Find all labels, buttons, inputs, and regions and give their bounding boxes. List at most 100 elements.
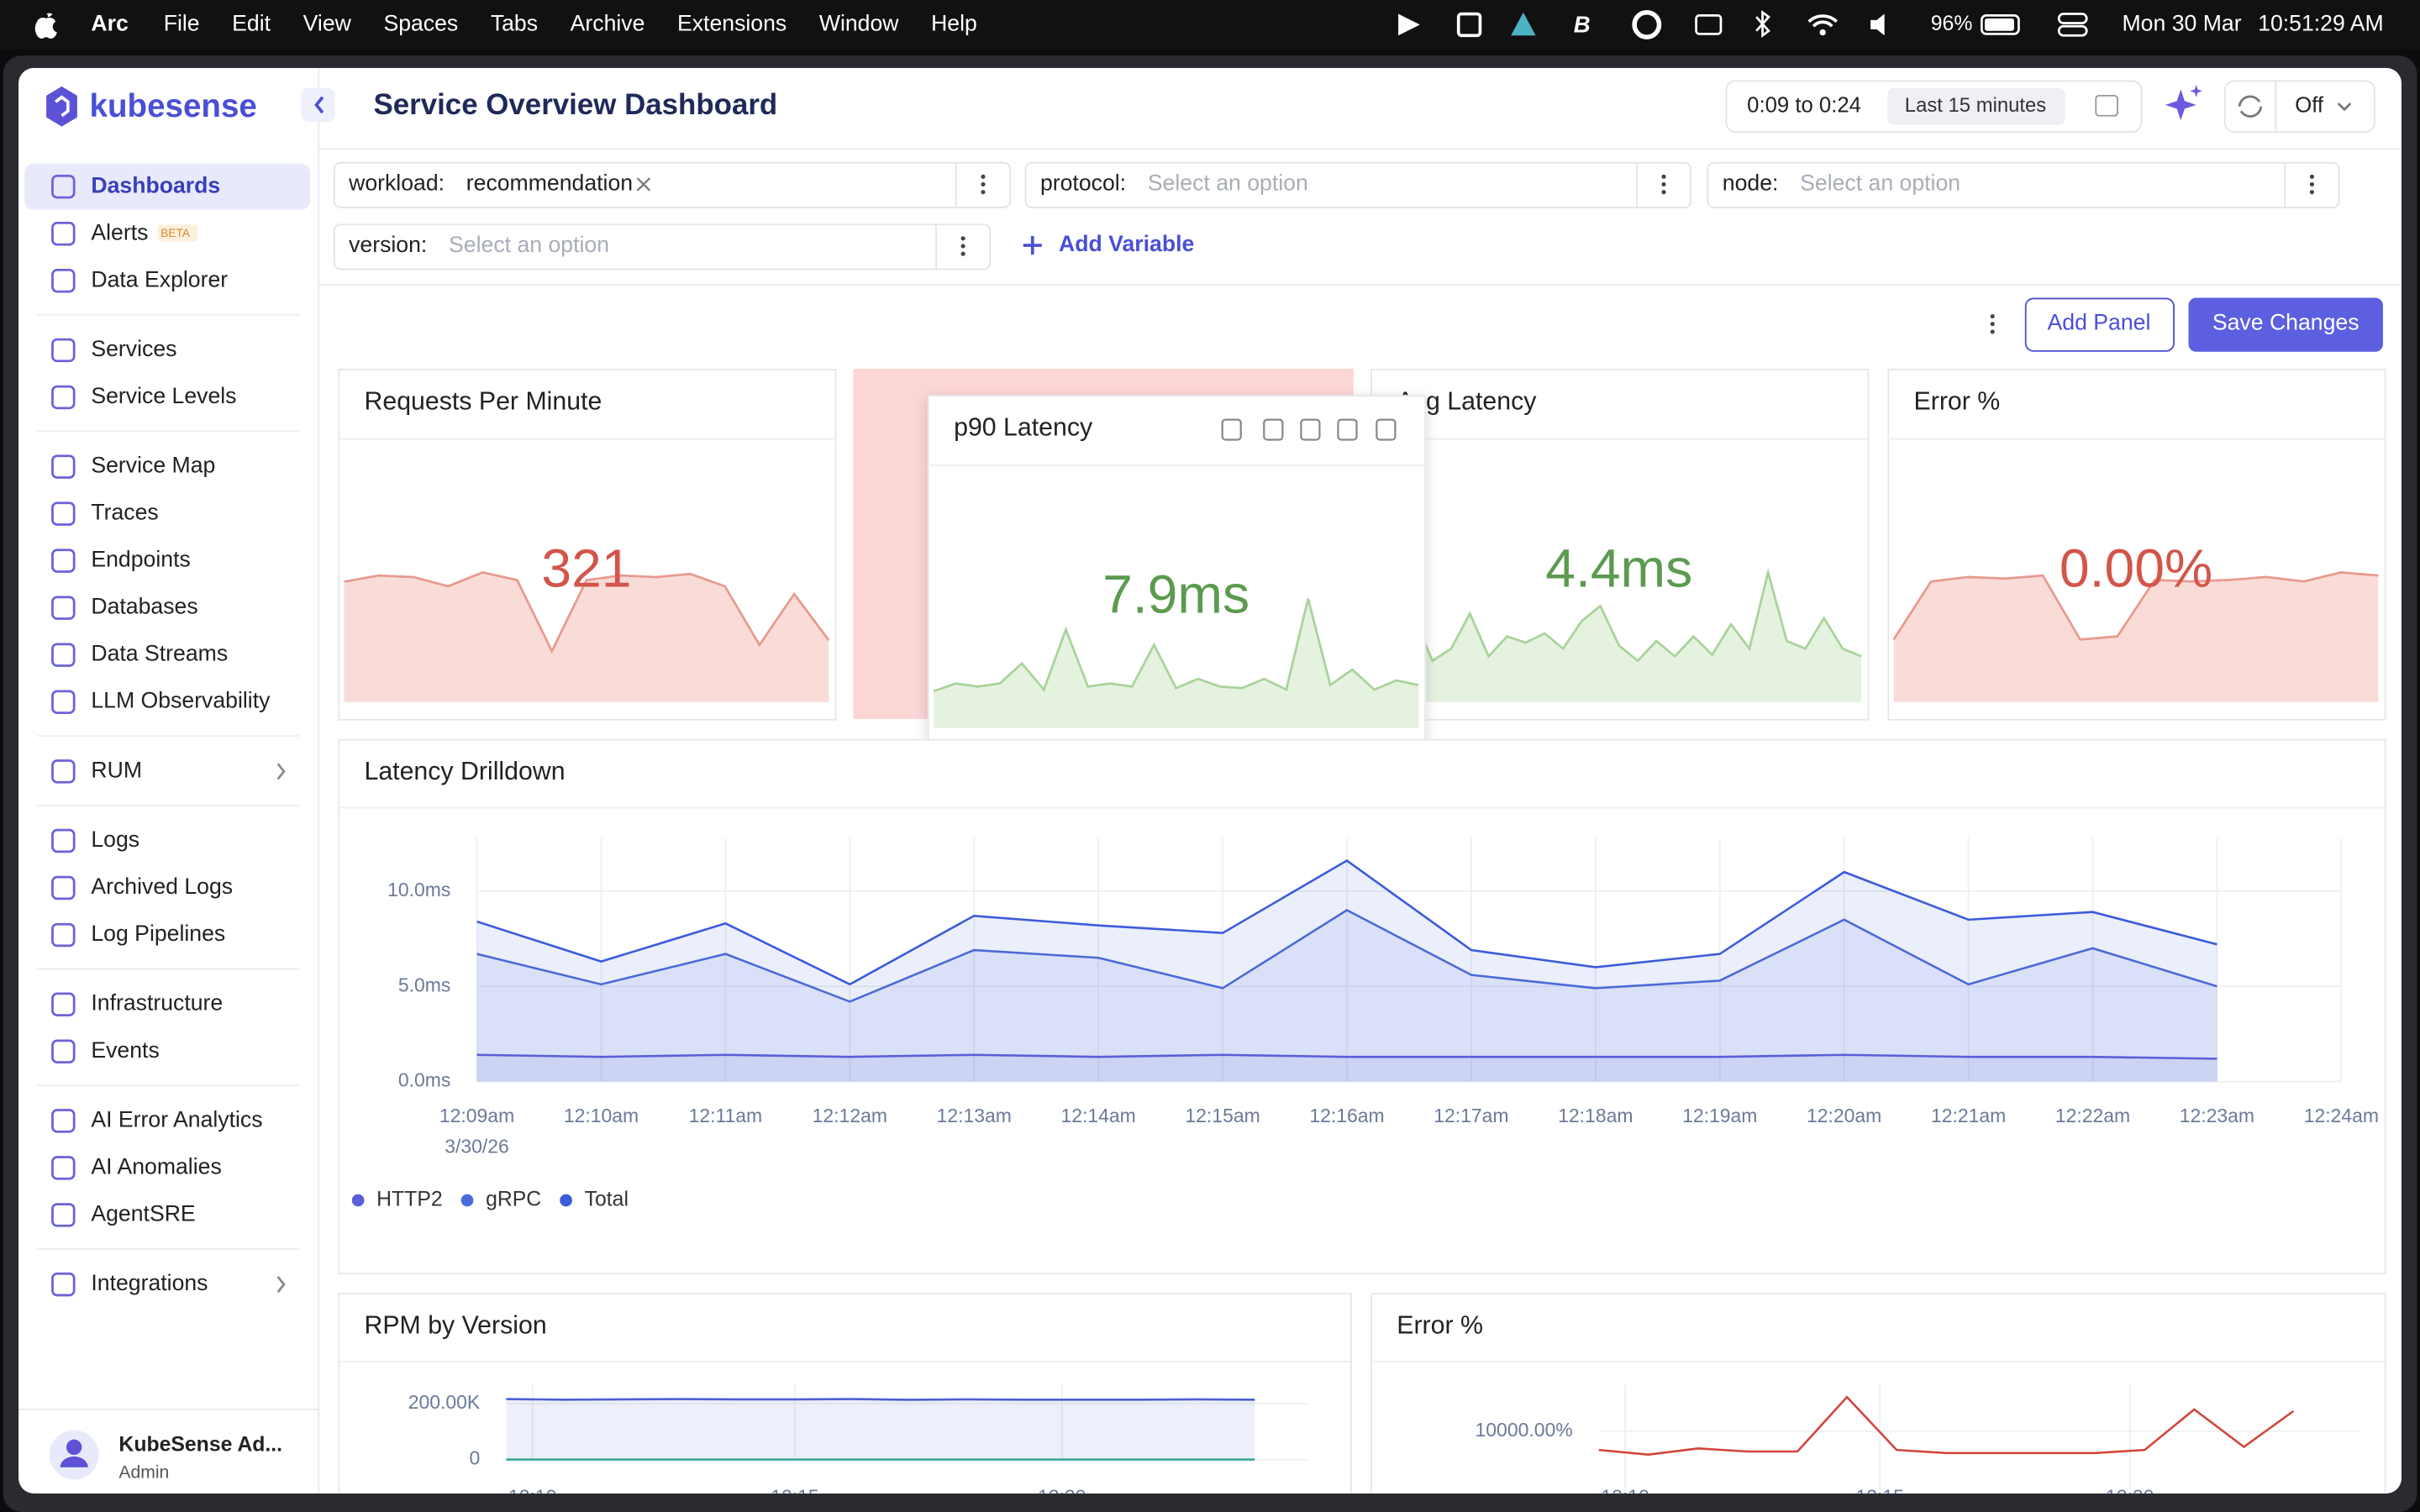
variable-placeholder[interactable]: Select an option bbox=[1800, 171, 1960, 196]
calendar-icon[interactable] bbox=[2095, 94, 2118, 117]
panel-action[interactable] bbox=[1376, 418, 1397, 441]
legend-label[interactable]: Total bbox=[585, 1189, 629, 1211]
kebab[interactable] bbox=[1661, 190, 1666, 195]
add-variable[interactable]: Add Variable bbox=[1059, 231, 1194, 256]
nav-item[interactable]: Databases bbox=[91, 594, 197, 619]
nav-item[interactable]: Archived Logs bbox=[91, 874, 233, 899]
variable-value[interactable]: recommendation bbox=[466, 171, 633, 196]
nav-item[interactable]: Log Pipelines bbox=[91, 921, 225, 946]
menu-item[interactable]: File bbox=[164, 10, 200, 35]
kebab[interactable] bbox=[960, 236, 965, 241]
kebab[interactable] bbox=[1990, 313, 1995, 319]
logo-icon[interactable] bbox=[46, 86, 77, 127]
add-panel[interactable]: Add Panel bbox=[2048, 310, 2151, 335]
legend-label[interactable]: HTTP2 bbox=[376, 1189, 442, 1211]
menu-item[interactable]: View bbox=[303, 10, 352, 35]
control-center[interactable] bbox=[2057, 13, 2088, 24]
status-icon[interactable] bbox=[1755, 9, 1770, 38]
save-changes[interactable]: Save Changes bbox=[2212, 310, 2360, 335]
plus-icon[interactable] bbox=[1023, 236, 1042, 255]
status-icon[interactable] bbox=[1870, 13, 1885, 36]
apple-icon[interactable] bbox=[34, 13, 57, 39]
status-icon[interactable] bbox=[1695, 13, 1723, 35]
kebab[interactable] bbox=[1661, 174, 1666, 179]
panel-action[interactable] bbox=[1300, 418, 1321, 441]
menu-item[interactable]: Extensions bbox=[677, 10, 786, 35]
nav-item[interactable]: Dashboards bbox=[91, 172, 220, 197]
ai-button[interactable] bbox=[2165, 85, 2203, 121]
status-icon[interactable] bbox=[1807, 14, 1838, 28]
panel-action[interactable] bbox=[1337, 418, 1358, 441]
clear-icon[interactable] bbox=[636, 177, 651, 192]
nav-item[interactable]: Data Streams bbox=[91, 641, 228, 666]
legend-swatch[interactable] bbox=[560, 1194, 572, 1207]
add-panel-button[interactable] bbox=[2024, 297, 2175, 352]
kebab[interactable] bbox=[981, 174, 986, 179]
status-icon[interactable] bbox=[1398, 13, 1420, 36]
variable-select[interactable] bbox=[333, 161, 1012, 208]
status-icon[interactable] bbox=[1456, 12, 1482, 38]
nav-item[interactable]: AgentSRE bbox=[91, 1200, 195, 1226]
kebab[interactable] bbox=[1661, 181, 1666, 187]
battery-icon[interactable] bbox=[1980, 13, 2020, 35]
kebab[interactable] bbox=[2309, 190, 2314, 195]
chevron[interactable] bbox=[276, 763, 286, 780]
panel-action[interactable] bbox=[1263, 418, 1284, 441]
legend-swatch[interactable] bbox=[460, 1194, 474, 1207]
refresh-icon[interactable] bbox=[2238, 95, 2263, 118]
menu-item[interactable]: Edit bbox=[232, 10, 271, 35]
status-icon[interactable] bbox=[1632, 9, 1662, 39]
control-center[interactable] bbox=[2057, 24, 2088, 37]
kebab[interactable] bbox=[960, 244, 965, 249]
nav-item[interactable]: Logs bbox=[91, 827, 139, 852]
kebab[interactable] bbox=[981, 190, 986, 195]
menu-item[interactable]: Archive bbox=[571, 10, 645, 35]
kebab[interactable] bbox=[1990, 322, 1995, 327]
variable-placeholder[interactable]: Select an option bbox=[1148, 171, 1308, 196]
refresh-control[interactable] bbox=[2223, 80, 2375, 133]
kebab[interactable] bbox=[2309, 174, 2314, 179]
legend-swatch[interactable] bbox=[351, 1194, 365, 1207]
variable-select[interactable] bbox=[333, 223, 992, 270]
nav-item[interactable]: Service Map bbox=[91, 453, 215, 478]
nav-item[interactable]: Services bbox=[91, 336, 176, 361]
legend-label[interactable]: gRPC bbox=[486, 1189, 541, 1211]
nav-item[interactable]: Integrations bbox=[91, 1270, 208, 1295]
nav-item[interactable]: Traces bbox=[91, 500, 158, 525]
menu-item[interactable]: Help bbox=[931, 10, 977, 35]
nav-item[interactable]: AI Error Analytics bbox=[91, 1106, 262, 1131]
nav-item[interactable]: Alerts bbox=[91, 219, 148, 244]
preset-pill[interactable] bbox=[1887, 87, 2065, 125]
save-button[interactable] bbox=[2188, 297, 2383, 352]
panel[interactable] bbox=[338, 738, 2386, 1275]
nav-item[interactable]: Service Levels bbox=[91, 383, 236, 408]
refresh-interval[interactable]: Off bbox=[2295, 94, 2324, 118]
date[interactable]: Mon 30 Mar bbox=[2123, 10, 2242, 35]
nav-item[interactable]: AI Anomalies bbox=[91, 1153, 221, 1179]
kebab[interactable] bbox=[960, 251, 965, 256]
nav-item[interactable]: LLM Observability bbox=[91, 688, 271, 713]
panel[interactable] bbox=[1370, 1293, 2386, 1509]
nav-item[interactable]: Events bbox=[91, 1037, 159, 1063]
brand[interactable]: kubesense bbox=[90, 88, 257, 124]
menu-item[interactable]: Spaces bbox=[383, 10, 458, 35]
time[interactable]: 10:51:29 AM bbox=[2258, 10, 2384, 35]
kebab[interactable] bbox=[1990, 329, 1995, 334]
variable-select[interactable] bbox=[1024, 161, 1692, 208]
app-name[interactable]: Arc bbox=[91, 10, 129, 35]
active-item[interactable] bbox=[24, 163, 311, 210]
menu-item[interactable]: Window bbox=[819, 10, 899, 35]
status-icon[interactable] bbox=[1511, 12, 1536, 36]
kebab[interactable] bbox=[981, 181, 986, 187]
status-icon[interactable] bbox=[1819, 29, 1826, 36]
chevron[interactable] bbox=[276, 1276, 286, 1294]
menu-item[interactable]: Tabs bbox=[491, 10, 538, 35]
nav-item[interactable]: Endpoints bbox=[91, 547, 190, 572]
kebab[interactable] bbox=[2309, 181, 2314, 187]
panel-action[interactable] bbox=[1221, 418, 1242, 441]
variable-placeholder[interactable]: Select an option bbox=[449, 232, 609, 257]
nav-item[interactable]: Infrastructure bbox=[91, 990, 223, 1016]
preset[interactable]: Last 15 minutes bbox=[1905, 94, 2047, 117]
status-icon[interactable]: B bbox=[1574, 12, 1591, 38]
nav-item[interactable]: Data Explorer bbox=[91, 266, 228, 291]
